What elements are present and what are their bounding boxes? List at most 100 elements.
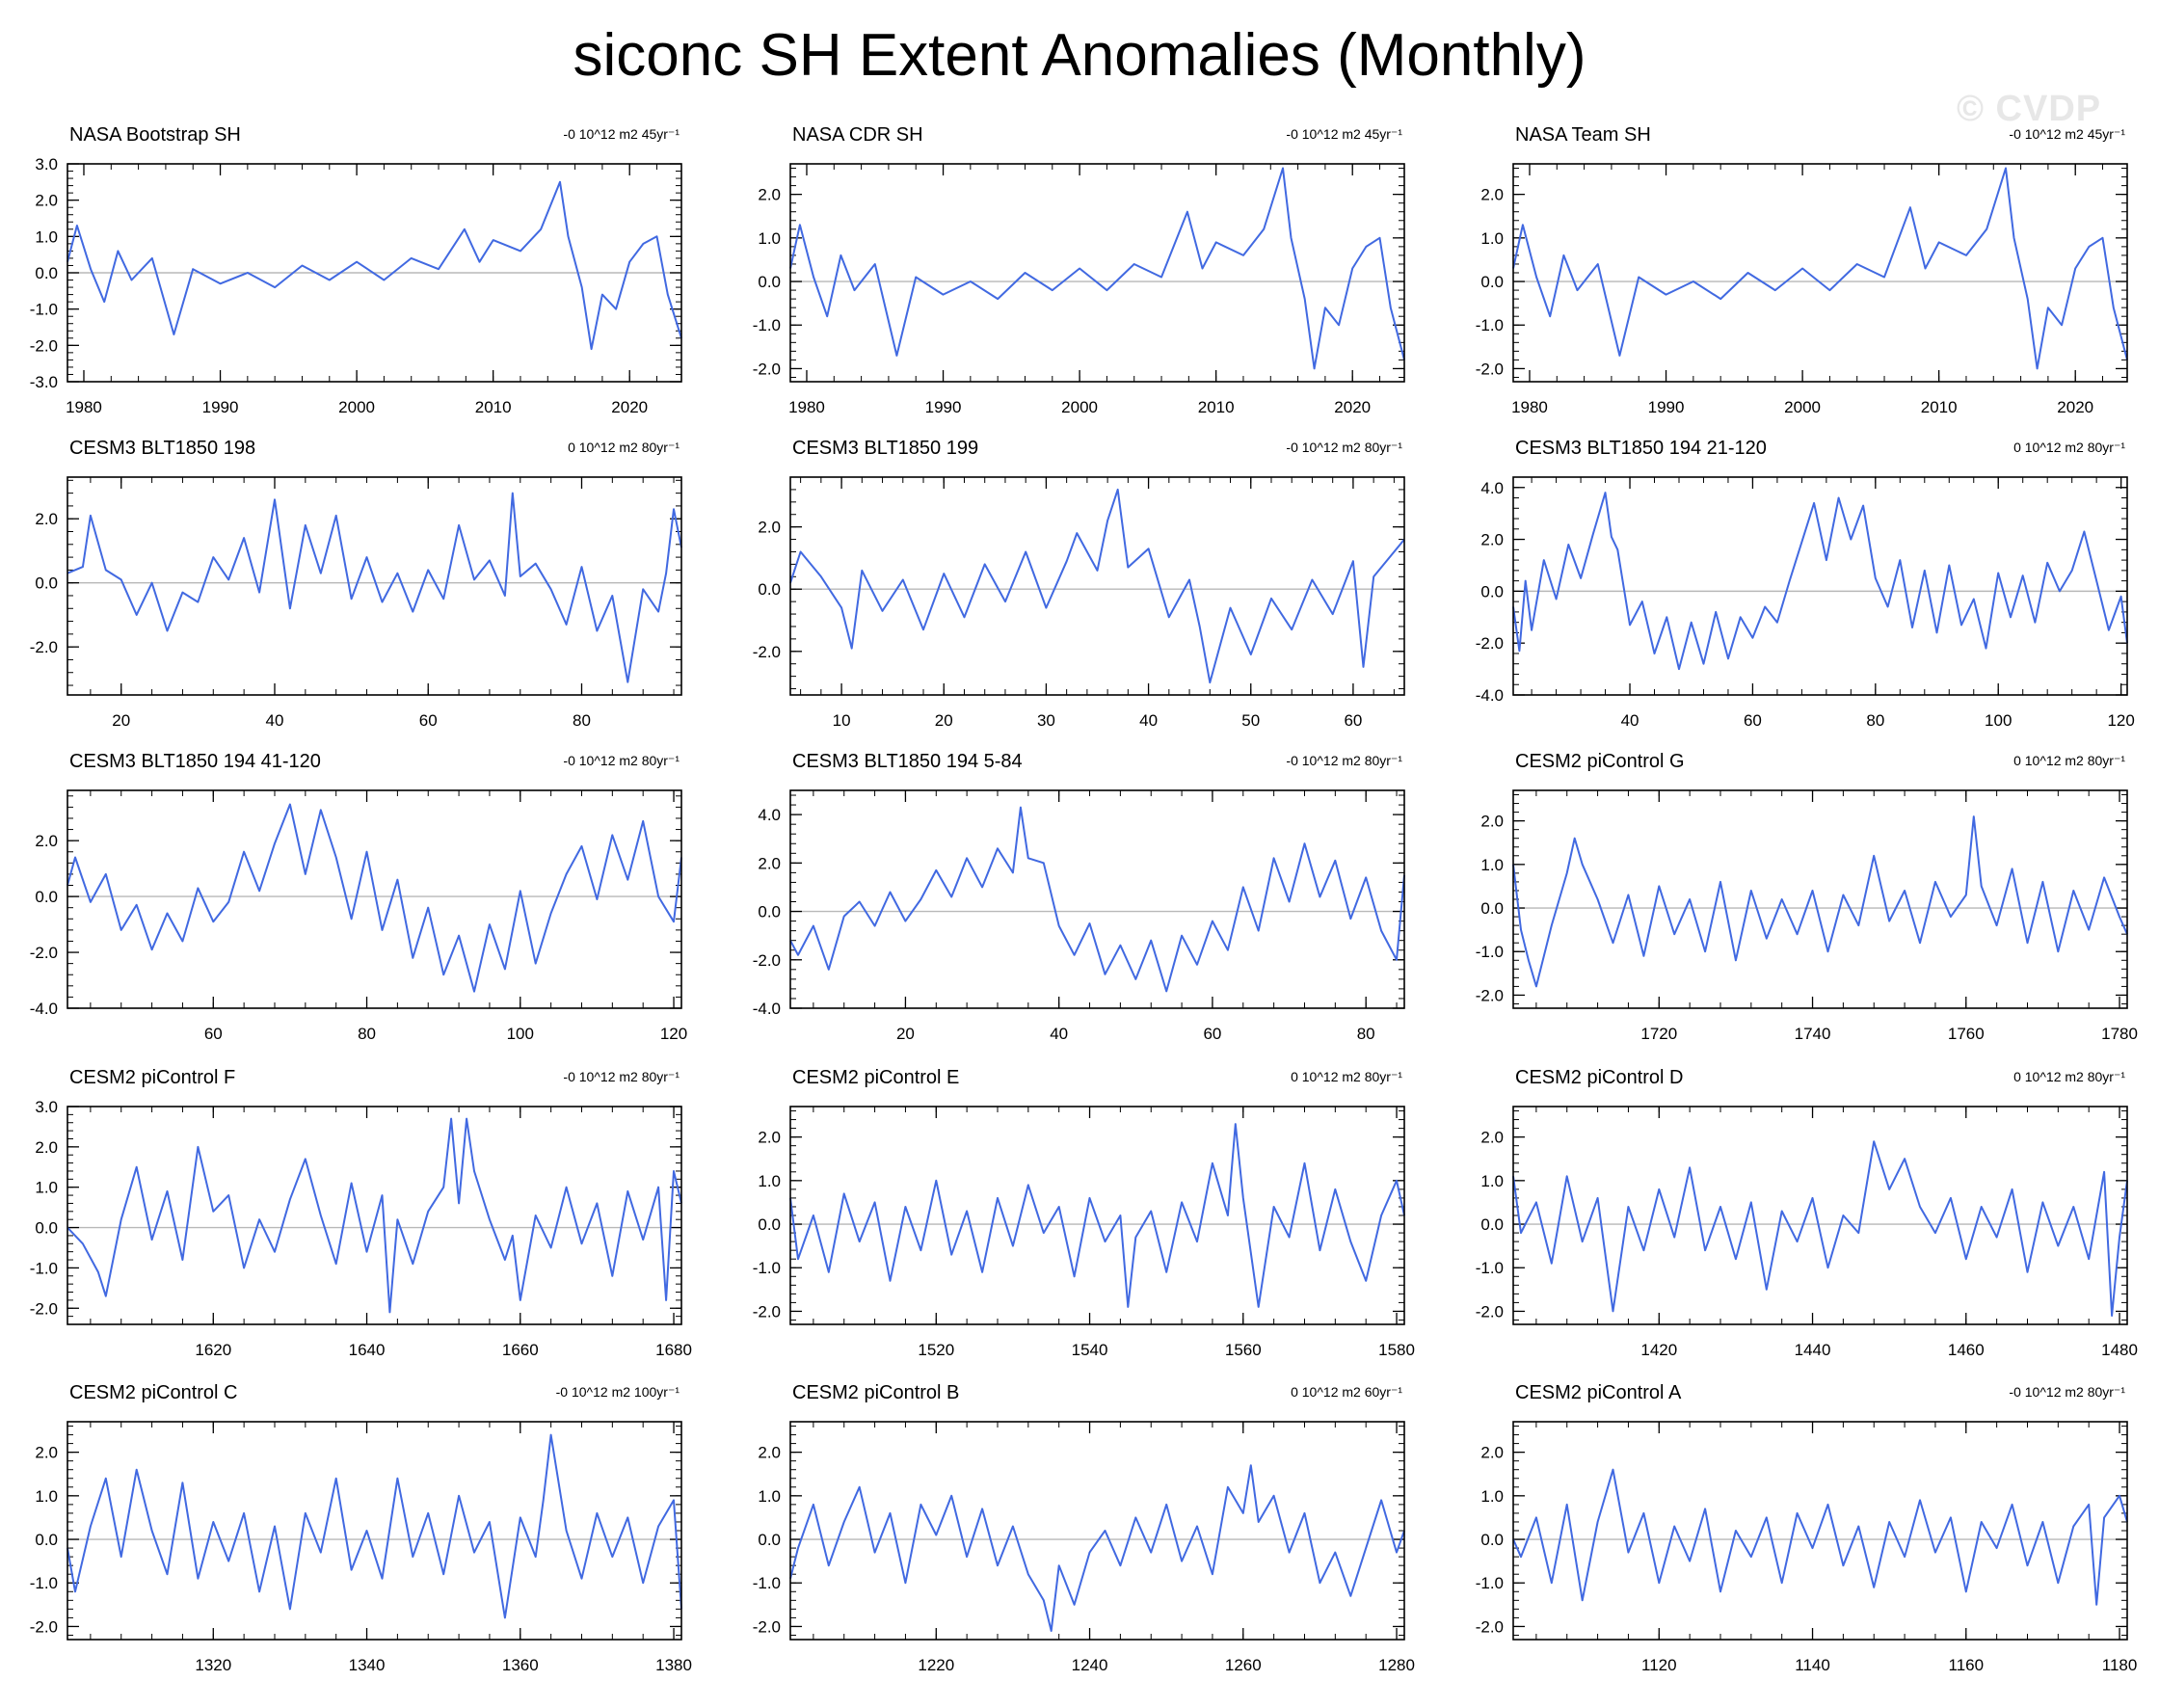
x-tick-label: 2010: [1921, 398, 1958, 416]
series-line: [1512, 1468, 2128, 1606]
x-tick-label: 30: [1037, 711, 1055, 730]
chart-panel: CESM3 BLT1850 198 0 10^12 m2 80yr⁻¹ 20 40 60…: [30, 438, 682, 730]
panel-title: CESM2 piControl F: [69, 1067, 235, 1088]
series-line: [1512, 1140, 2128, 1317]
x-tick-label: 120: [660, 1025, 687, 1043]
series-line: [789, 1464, 1405, 1632]
y-tick-label: 0.0: [758, 903, 781, 921]
panel-annotation: 0 10^12 m2 80yr⁻¹: [2013, 440, 2125, 455]
y-tick-label: 0.0: [35, 1219, 58, 1238]
y-tick-label: 2.0: [35, 832, 58, 850]
y-tick-label: -4.0: [30, 1000, 58, 1018]
x-tick-label: 1780: [2101, 1025, 2138, 1043]
panel-annotation: -0 10^12 m2 80yr⁻¹: [1286, 440, 1402, 455]
y-tick-label: 4.0: [758, 806, 781, 824]
y-tick-label: -2.0: [30, 638, 58, 656]
y-tick-label: 0.0: [758, 580, 781, 599]
y-tick-label: -1.0: [753, 316, 781, 334]
x-tick-label: 40: [1621, 711, 1639, 730]
page-title: siconc SH Extent Anomalies (Monthly): [573, 22, 1586, 89]
y-tick-label: -3.0: [30, 373, 58, 391]
watermark: © CVDP: [1957, 89, 2102, 129]
y-tick-label: -2.0: [1476, 986, 1504, 1004]
y-tick-label: 0.0: [1480, 1531, 1504, 1549]
x-tick-label: 1540: [1072, 1341, 1108, 1359]
x-tick-label: 1580: [1378, 1341, 1415, 1359]
panel-title: CESM2 piControl G: [1515, 751, 1685, 772]
panel-title: NASA CDR SH: [792, 124, 923, 146]
y-tick-label: 0.0: [758, 273, 781, 291]
series-line: [67, 180, 682, 351]
y-tick-label: 2.0: [35, 1138, 58, 1157]
x-tick-label: 100: [507, 1025, 534, 1043]
y-tick-label: -2.0: [753, 951, 781, 970]
x-tick-label: 1420: [1640, 1341, 1677, 1359]
y-tick-label: 0.0: [35, 1531, 58, 1549]
chart-panel: CESM3 BLT1850 199 -0 10^12 m2 80yr⁻¹ 10 20 3…: [753, 438, 1405, 730]
y-tick-label: 0.0: [1480, 582, 1504, 600]
x-tick-label: 60: [204, 1025, 223, 1043]
y-tick-label: -1.0: [753, 1574, 781, 1592]
series-line: [1512, 492, 2128, 671]
series-line: [789, 488, 1405, 684]
x-tick-label: 50: [1241, 711, 1260, 730]
panel-title: NASA Team SH: [1515, 124, 1651, 146]
x-tick-label: 1140: [1795, 1656, 1830, 1674]
plot-frame: [1512, 476, 2128, 696]
series-line: [1512, 815, 2128, 988]
y-tick-label: -2.0: [753, 1617, 781, 1636]
chart-panel: CESM2 piControl G 0 10^12 m2 80yr⁻¹ 1720 17…: [1476, 751, 2138, 1043]
y-tick-label: 0.0: [1480, 899, 1504, 918]
x-tick-label: 1440: [1795, 1341, 1831, 1359]
x-tick-label: 1980: [66, 398, 102, 416]
y-tick-label: 2.0: [1480, 1444, 1504, 1462]
y-tick-label: -1.0: [1476, 943, 1504, 961]
y-tick-label: -2.0: [30, 1617, 58, 1636]
panel-annotation: 0 10^12 m2 80yr⁻¹: [568, 440, 680, 455]
y-tick-label: -4.0: [753, 1000, 781, 1018]
x-tick-label: 80: [358, 1025, 376, 1043]
x-tick-label: 1990: [202, 398, 239, 416]
panel-title: NASA Bootstrap SH: [69, 124, 241, 146]
x-tick-label: 1120: [1641, 1656, 1677, 1674]
plot-frame: [67, 163, 682, 383]
x-tick-label: 1340: [349, 1656, 386, 1674]
panel-title: CESM3 BLT1850 194 41-120: [69, 751, 321, 772]
x-tick-label: 1160: [1949, 1656, 1985, 1674]
y-tick-label: 0.0: [1480, 273, 1504, 291]
x-tick-label: 1360: [502, 1656, 539, 1674]
plot-frame: [789, 789, 1405, 1009]
y-tick-label: 3.0: [35, 1098, 58, 1116]
x-tick-label: 1980: [788, 398, 825, 416]
x-tick-label: 2010: [475, 398, 512, 416]
y-tick-label: 2.0: [1480, 186, 1504, 204]
x-tick-label: 1620: [195, 1341, 231, 1359]
plot-frame: [1512, 789, 2128, 1009]
x-tick-label: 1220: [918, 1656, 954, 1674]
chart-panel: CESM3 BLT1850 194 21-120 0 10^12 m2 80yr⁻…: [1476, 438, 2135, 730]
x-tick-label: 60: [1344, 711, 1362, 730]
chart-panel: CESM2 piControl E 0 10^12 m2 80yr⁻¹ 1520 15…: [753, 1067, 1415, 1359]
y-tick-label: -2.0: [1476, 1302, 1504, 1321]
y-tick-label: 3.0: [35, 155, 58, 173]
x-tick-label: 1990: [1648, 398, 1685, 416]
y-tick-label: 2.0: [758, 1129, 781, 1147]
y-tick-label: -1.0: [30, 301, 58, 319]
y-tick-label: 0.0: [35, 888, 58, 906]
y-tick-label: 2.0: [1480, 813, 1504, 831]
x-tick-label: 1760: [1948, 1025, 1985, 1043]
panel-annotation: -0 10^12 m2 45yr⁻¹: [2009, 126, 2125, 142]
y-tick-label: 1.0: [758, 1172, 781, 1190]
x-tick-label: 60: [1203, 1025, 1221, 1043]
chart-panel: NASA Team SH -0 10^12 m2 45yr⁻¹ 1980 1990 20…: [1476, 124, 2128, 416]
x-tick-label: 1320: [195, 1656, 231, 1674]
panel-annotation: 0 10^12 m2 80yr⁻¹: [2013, 1069, 2125, 1084]
series-line: [67, 803, 682, 993]
x-tick-label: 60: [419, 711, 438, 730]
x-tick-label: 2020: [2057, 398, 2093, 416]
y-tick-label: -1.0: [1476, 316, 1504, 334]
panel-annotation: -0 10^12 m2 80yr⁻¹: [563, 1069, 680, 1084]
series-line: [789, 167, 1405, 370]
y-tick-label: 1.0: [1480, 1172, 1504, 1190]
chart-panel: CESM2 piControl D 0 10^12 m2 80yr⁻¹ 1420 14…: [1476, 1067, 2138, 1359]
